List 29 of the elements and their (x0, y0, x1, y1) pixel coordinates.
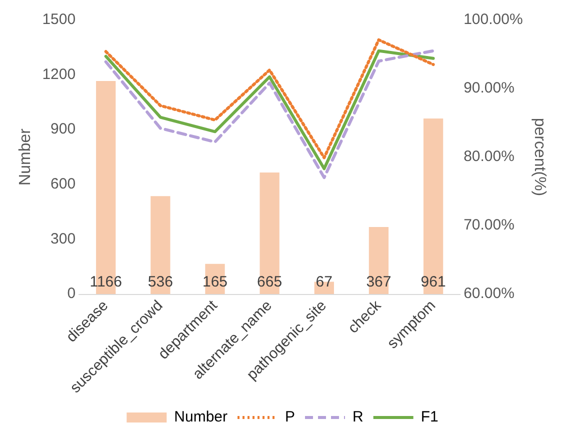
legend-label: P (285, 408, 296, 426)
line-series (104, 38, 435, 160)
y2-tick-label: 90.00% (464, 80, 514, 97)
bar (423, 118, 444, 294)
y-tick-label: 1500 (42, 11, 76, 28)
bar (150, 196, 170, 294)
y-tick-label: 900 (50, 120, 76, 138)
bar (368, 226, 389, 294)
y-tick-label: 0 (67, 285, 76, 302)
bar (260, 172, 280, 294)
y2-tick-label: 100.00% (464, 11, 523, 28)
y2-axis-title: percent(%) (530, 118, 548, 196)
y-tick-label: 300 (50, 230, 76, 248)
y2-tick-label: 80.00% (464, 148, 514, 166)
y2-tick-label: 60.00% (464, 285, 514, 302)
data-label: 665 (257, 274, 282, 291)
y-tick-label: 600 (50, 176, 76, 193)
y-tick-label: 1200 (42, 66, 76, 83)
data-label: 165 (202, 274, 228, 291)
legend-label: F1 (420, 408, 438, 426)
data-label: 67 (316, 274, 332, 291)
data-label: 367 (366, 274, 392, 291)
data-label: 536 (148, 274, 173, 291)
y-axis-title: Number (17, 128, 34, 186)
data-label: 961 (420, 274, 446, 291)
data-label: 1166 (90, 274, 122, 291)
legend-label: R (352, 408, 364, 426)
y2-tick-label: 70.00% (464, 216, 514, 234)
legend-label: Number (174, 408, 228, 426)
